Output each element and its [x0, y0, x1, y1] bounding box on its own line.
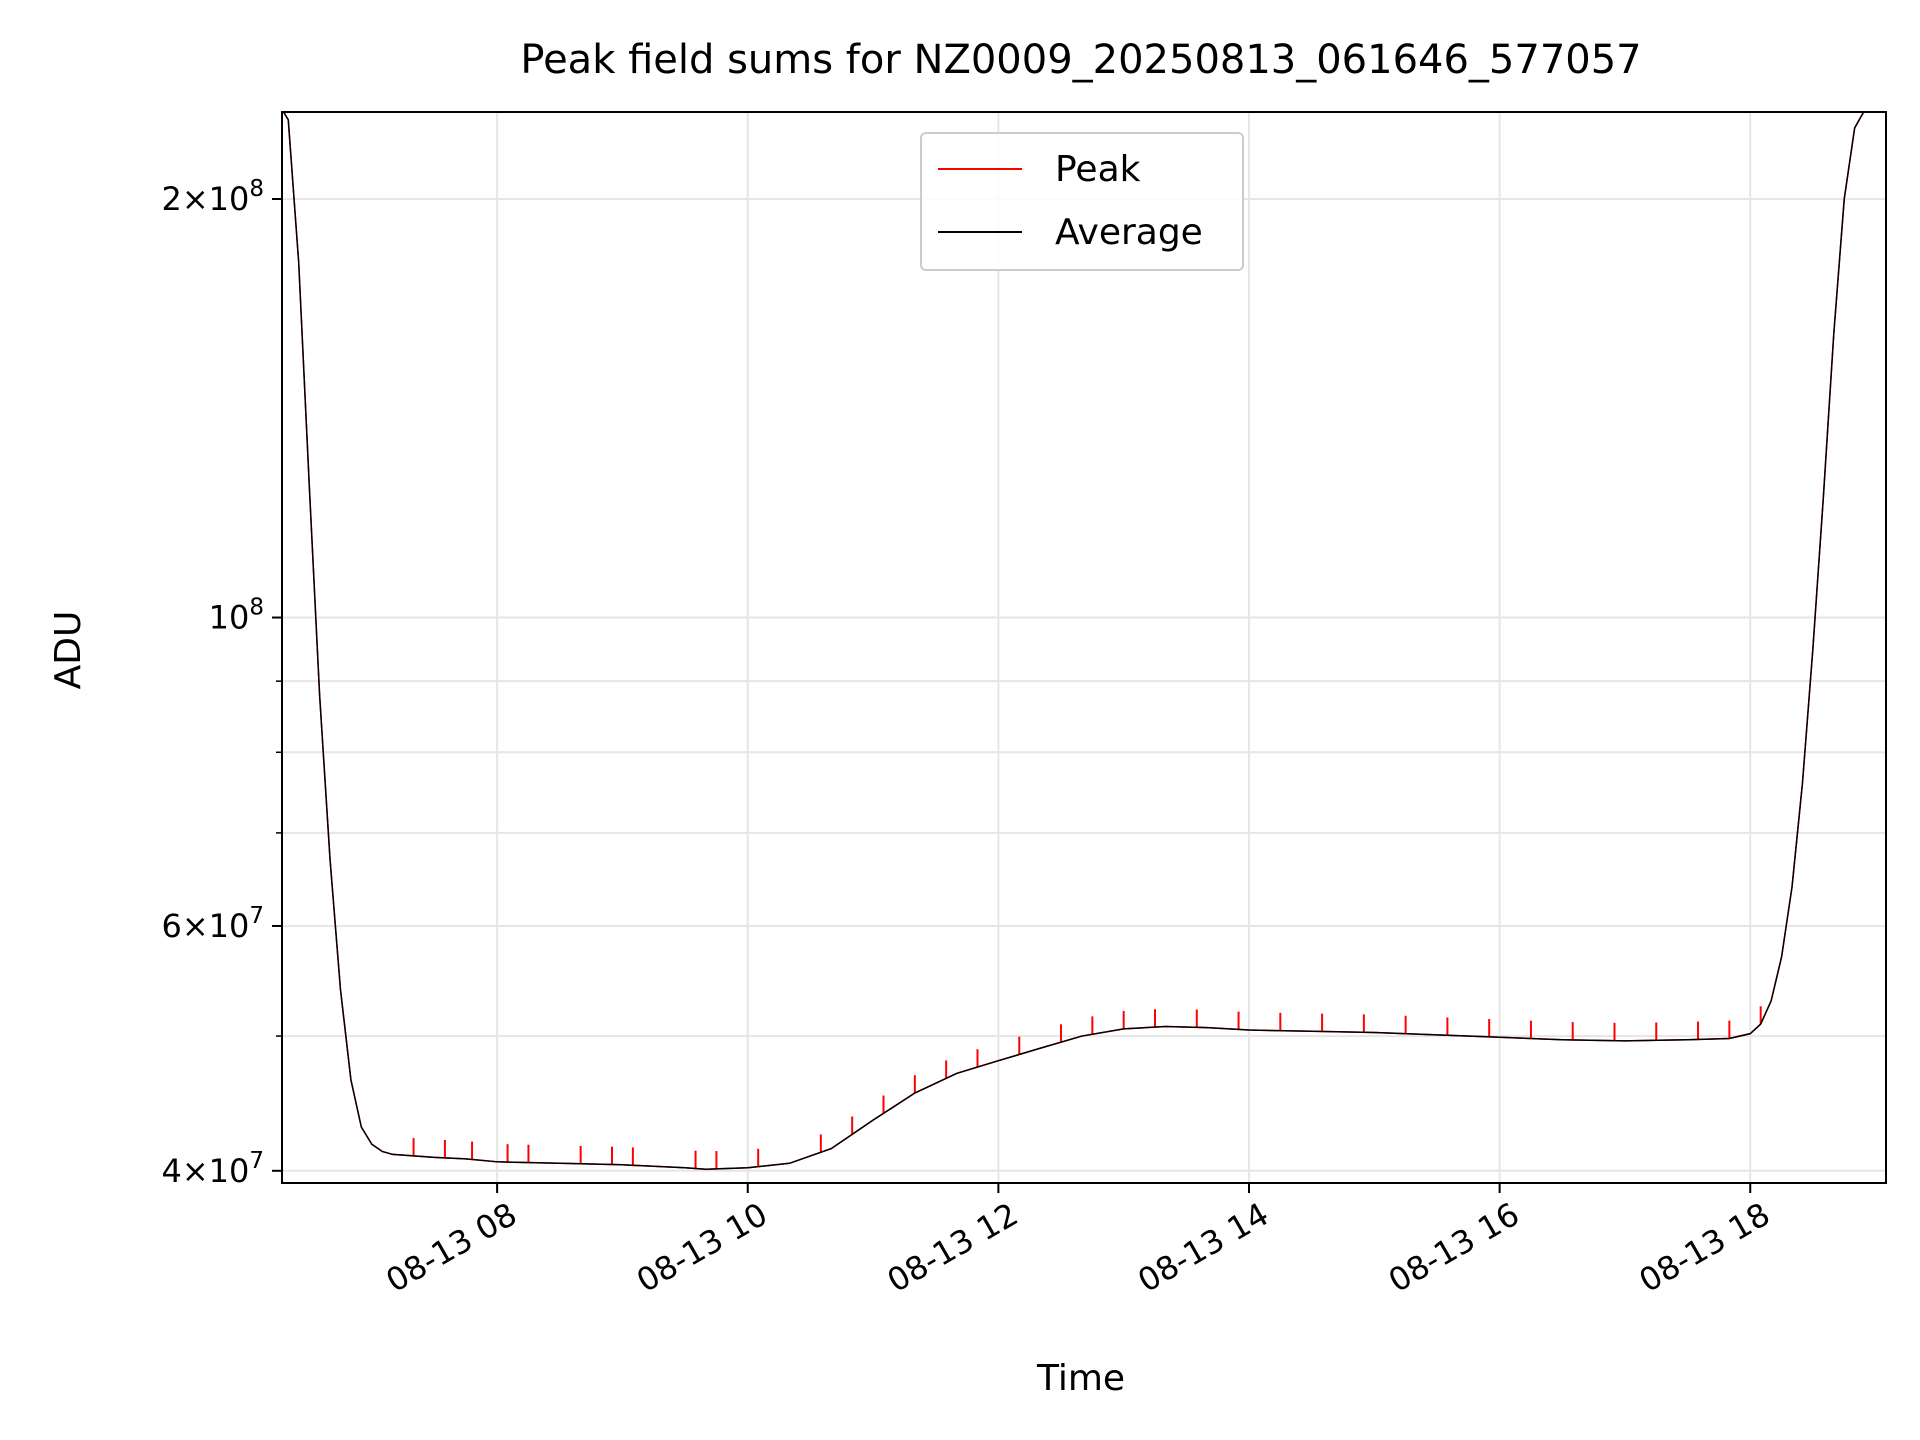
x-tick-label: 08-13 12 — [881, 1195, 1025, 1300]
x-tick-label: 08-13 18 — [1633, 1195, 1777, 1300]
axes-frame — [281, 111, 1887, 1184]
average-series-line — [282, 112, 1865, 1171]
chart-title: Peak field sums for NZ0009_20250813_0616… — [520, 37, 1641, 83]
legend-box — [920, 132, 1244, 271]
y-tick-label: 2×108 — [161, 176, 264, 218]
axes: 08-13 08 08-13 10 08-13 12 08-13 14 08-13 16… — [161, 111, 1887, 1300]
grid-lines — [282, 112, 1886, 1183]
y-tick-label: 108 — [209, 595, 264, 637]
x-axis-label: Time — [1036, 1358, 1125, 1399]
legend-peak-label: Peak — [1055, 149, 1141, 190]
x-tick-label: 08-13 16 — [1382, 1195, 1526, 1300]
y-axis-label: ADU — [48, 611, 89, 690]
legend: Peak Average — [920, 132, 1244, 271]
series-layer — [282, 112, 1865, 1171]
y-tick-label: 4×107 — [161, 1148, 264, 1190]
x-tick-label: 08-13 08 — [380, 1195, 524, 1300]
legend-average-label: Average — [1055, 212, 1203, 253]
plot-area — [282, 112, 1865, 1171]
x-tick-label: 08-13 10 — [630, 1195, 774, 1300]
x-tick-label: 08-13 14 — [1131, 1195, 1275, 1300]
y-tick-label: 6×107 — [161, 903, 264, 945]
